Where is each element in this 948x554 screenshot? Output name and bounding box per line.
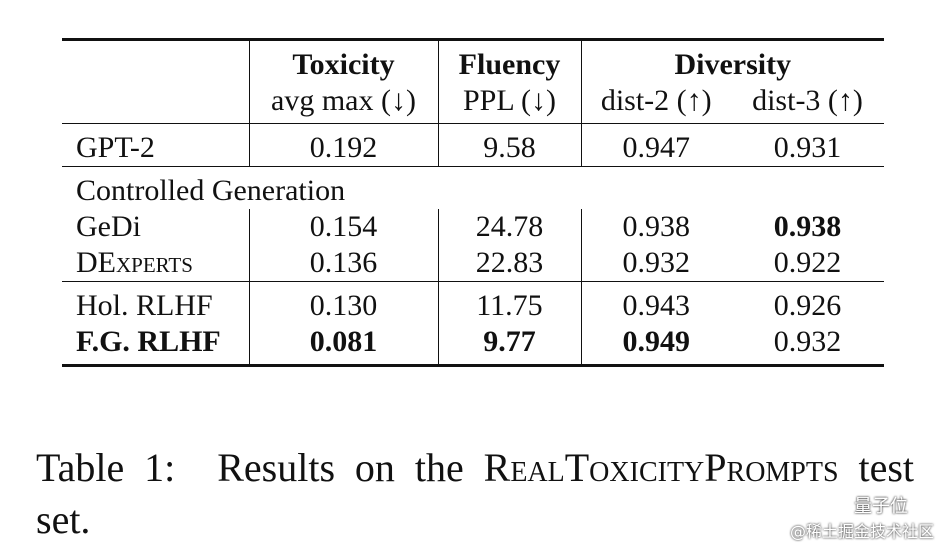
column-header: dist-2 (↑) bbox=[580, 83, 731, 124]
row-name: DExperts bbox=[76, 246, 193, 279]
header-row: avg max (↓) PPL (↓) dist-2 (↑) dist-3 (↑) bbox=[62, 83, 884, 124]
data-cell: 9.77 bbox=[437, 324, 581, 367]
section-label: Controlled Generation bbox=[62, 166, 885, 209]
watermark-source: @稀土掘金技术社区 bbox=[789, 522, 934, 541]
table-caption: Table 1: Results on the RealToxicityProm… bbox=[36, 442, 914, 546]
data-cell: 0.081 bbox=[248, 324, 438, 367]
data-cell: 0.154 bbox=[248, 209, 438, 245]
data-cell: 0.922 bbox=[773, 246, 842, 279]
data-cell: 22.83 bbox=[437, 245, 581, 282]
data-cell: 0.938 bbox=[773, 210, 842, 243]
header-cell bbox=[62, 38, 249, 83]
data-cell: 0.136 bbox=[248, 245, 438, 282]
column-header: dist-3 (↑) bbox=[752, 84, 863, 117]
data-cell: 0.932 bbox=[731, 324, 885, 367]
watermark-brand: 量子位 bbox=[854, 496, 908, 517]
column-header: PPL (↓) bbox=[437, 83, 581, 124]
group-header: Fluency bbox=[437, 38, 581, 83]
results-table: Toxicity Fluency Diversity avg max (↓) PPL (… bbox=[62, 38, 885, 367]
row-name: GeDi bbox=[76, 210, 141, 243]
data-cell: 0.932 bbox=[580, 245, 731, 282]
caption-text: Results on the bbox=[217, 445, 464, 490]
data-row: DExperts 0.136 22.83 0.932 0.922 bbox=[62, 245, 884, 282]
data-cell: 0.192 bbox=[248, 123, 438, 167]
data-row: F.G. RLHF 0.081 9.77 0.949 0.932 bbox=[62, 324, 885, 367]
header-row: Toxicity Fluency Diversity bbox=[62, 38, 885, 83]
data-row: Hol. RLHF 0.130 11.75 0.943 0.926 bbox=[62, 281, 885, 324]
data-row: GPT-2 0.192 9.58 0.947 0.931 bbox=[62, 123, 885, 167]
caption-dataset: RealToxicityPrompts bbox=[483, 445, 839, 490]
data-cell: 0.938 bbox=[580, 209, 731, 245]
data-cell: 9.58 bbox=[437, 123, 581, 167]
data-cell: 0.943 bbox=[580, 281, 731, 324]
row-name: F.G. RLHF bbox=[62, 324, 249, 367]
group-header: Toxicity bbox=[248, 38, 438, 83]
row-name: GPT-2 bbox=[62, 123, 249, 167]
header-cell bbox=[62, 83, 249, 124]
section-label-row: Controlled Generation bbox=[62, 166, 885, 209]
group-header: Diversity bbox=[580, 38, 885, 83]
caption-label: Table 1: bbox=[36, 445, 176, 490]
data-cell: 11.75 bbox=[437, 281, 581, 324]
data-row: GeDi 0.154 24.78 0.938 0.938 bbox=[62, 209, 884, 245]
caption-text: test set. bbox=[36, 445, 915, 542]
data-cell: 0.926 bbox=[731, 281, 885, 324]
data-cell: 0.949 bbox=[580, 324, 731, 367]
data-cell: 0.947 bbox=[580, 123, 731, 167]
row-name: Hol. RLHF bbox=[62, 281, 249, 324]
data-cell: 0.130 bbox=[248, 281, 438, 324]
column-header: avg max (↓) bbox=[248, 83, 438, 124]
data-cell: 0.931 bbox=[731, 123, 885, 167]
data-cell: 24.78 bbox=[437, 209, 581, 245]
